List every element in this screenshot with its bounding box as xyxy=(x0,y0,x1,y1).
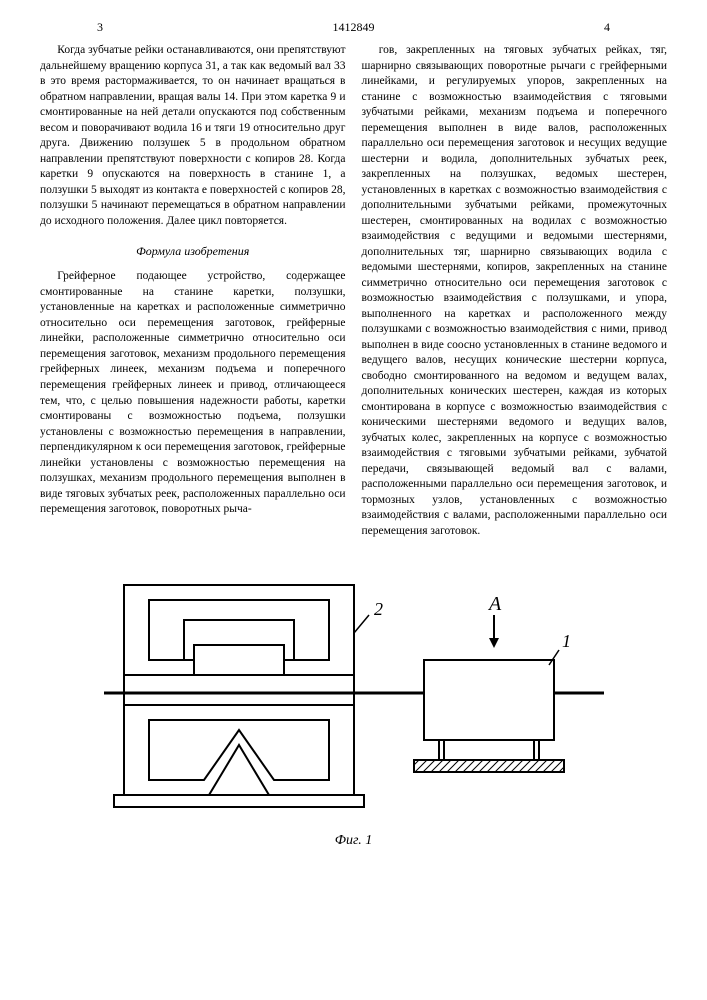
figure-svg: 2 А 1 xyxy=(94,565,614,825)
page-number-right: 4 xyxy=(597,20,617,35)
figure-label-2: 2 xyxy=(374,599,383,619)
left-para-2: Грейферное подающее устройство, содержащ… xyxy=(40,269,346,517)
left-para-1: Когда зубчатые рейки останавливаются, он… xyxy=(40,43,346,229)
right-column: гов, закрепленных на тяговых зубчатых ре… xyxy=(362,43,668,540)
figure-label-1: 1 xyxy=(562,631,571,651)
figure-1: 2 А 1 Фиг. 1 xyxy=(40,565,667,849)
left-column: Когда зубчатые рейки останавливаются, он… xyxy=(40,43,346,540)
formula-title: Формула изобретения xyxy=(40,243,346,259)
header-row: 3 1412849 4 xyxy=(40,20,667,35)
right-para-1: гов, закрепленных на тяговых зубчатых ре… xyxy=(362,43,668,540)
figure-caption: Фиг. 1 xyxy=(40,833,667,849)
page-container: 3 1412849 4 Когда зубчатые рейки останав… xyxy=(0,0,707,879)
page-number-left: 3 xyxy=(90,20,110,35)
figure-label-a: А xyxy=(487,593,502,615)
text-columns: Когда зубчатые рейки останавливаются, он… xyxy=(40,43,667,540)
document-number: 1412849 xyxy=(110,20,597,35)
